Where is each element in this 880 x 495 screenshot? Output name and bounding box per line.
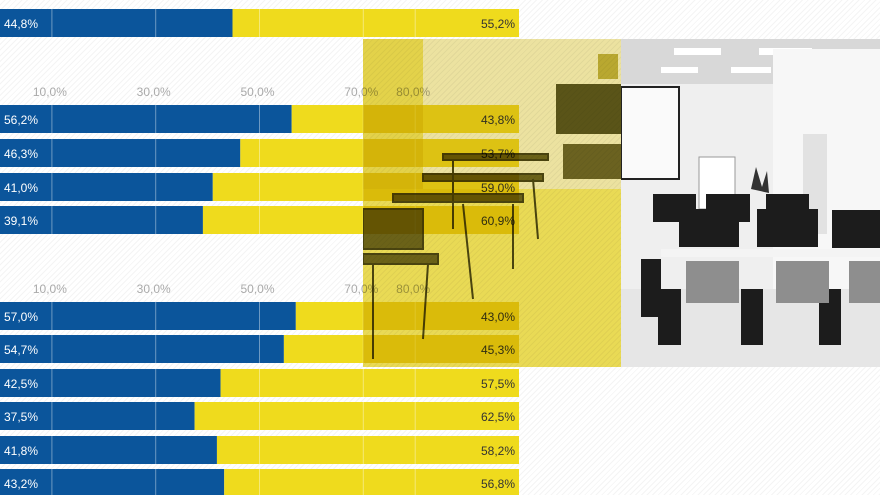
bar-segment-b [216,436,519,464]
bar-label-a: 44,8% [4,17,38,31]
bar-segment-a [0,105,292,133]
axis-tick-label: 10,0% [33,282,67,296]
bar-label-a: 46,3% [4,147,38,161]
axis-tick-label: 30,0% [137,282,171,296]
axis-tick-label: 10,0% [33,85,67,99]
bar-label-a: 41,8% [4,444,38,458]
bar-segment-a [0,139,241,167]
bar-segment-a [0,302,296,330]
axis-tick-label: 50,0% [240,85,274,99]
bar-segment-b [194,402,519,430]
bar-label-b: 57,5% [481,377,515,391]
bar-label-a: 41,0% [4,181,38,195]
bar-segment-a [0,402,195,430]
bar-segment-a [0,206,203,234]
bar-segment-a [0,173,213,201]
bar-segment-b [232,9,519,37]
bar-segment-a [0,369,221,397]
bar-segment-a [0,9,233,37]
axis-tick-label: 50,0% [240,282,274,296]
bar-label-a: 39,1% [4,214,38,228]
bar-label-b: 58,2% [481,444,515,458]
bar-label-a: 42,5% [4,377,38,391]
bar-label-a: 57,0% [4,310,38,324]
computer-lab-photo [621,39,880,367]
bar-segment-a [0,335,284,363]
bar-segment-a [0,469,225,495]
bar-label-a: 37,5% [4,410,38,424]
bar-label-b: 62,5% [481,410,515,424]
axis-tick-label: 30,0% [137,85,171,99]
classroom-photo [363,39,621,367]
bar-segment-a [0,436,217,464]
bar-label-b: 56,8% [481,477,515,491]
bar-segment-b [224,469,519,495]
bar-segment-b [220,369,519,397]
bar-label-a: 56,2% [4,113,38,127]
bar-label-a: 54,7% [4,343,38,357]
bar-label-a: 43,2% [4,477,38,491]
bar-label-b: 55,2% [481,17,515,31]
